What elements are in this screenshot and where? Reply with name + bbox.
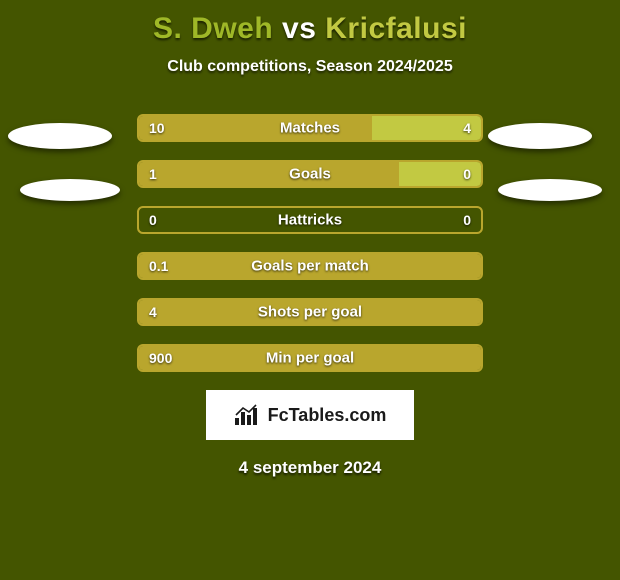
stat-row: 0 Hattricks 0	[137, 206, 483, 234]
player1-avatar-placeholder	[8, 123, 112, 149]
stat-value-left: 1	[149, 166, 157, 182]
stat-value-left: 0.1	[149, 258, 168, 274]
stat-label: Shots per goal	[258, 304, 362, 321]
fctables-icon	[234, 404, 262, 426]
player2-name: Kricfalusi	[325, 12, 467, 45]
stat-label: Goals	[289, 166, 331, 183]
player1-name: S. Dweh	[153, 12, 273, 45]
stat-value-right: 4	[463, 120, 471, 136]
bar-left	[139, 162, 399, 186]
player2-avatar-placeholder	[488, 123, 592, 149]
stat-row: 900 Min per goal	[137, 344, 483, 372]
stat-row: 0.1 Goals per match	[137, 252, 483, 280]
stat-label: Hattricks	[278, 212, 342, 229]
stat-value-left: 10	[149, 120, 165, 136]
stat-row: 10 Matches 4	[137, 114, 483, 142]
logo-text: FcTables.com	[268, 405, 387, 426]
subtitle: Club competitions, Season 2024/2025	[0, 58, 620, 76]
stat-row: 4 Shots per goal	[137, 298, 483, 326]
stat-value-right: 0	[463, 212, 471, 228]
stat-value-left: 900	[149, 350, 172, 366]
logo-box: FcTables.com	[206, 390, 414, 440]
title-vs: vs	[282, 12, 316, 45]
stat-value-right: 0	[463, 166, 471, 182]
page-title: S. Dweh vs Kricfalusi	[0, 0, 620, 46]
comparison-infographic: S. Dweh vs Kricfalusi Club competitions,…	[0, 0, 620, 580]
stat-row: 1 Goals 0	[137, 160, 483, 188]
stat-value-left: 0	[149, 212, 157, 228]
chart-area: 10 Matches 4 1 Goals 0 0 Hattricks 0 0.1 Goals per…	[0, 114, 620, 372]
player1-avatar-placeholder	[20, 179, 120, 201]
stat-value-left: 4	[149, 304, 157, 320]
date-label: 4 september 2024	[0, 458, 620, 478]
stat-label: Matches	[280, 120, 340, 137]
stat-rows: 10 Matches 4 1 Goals 0 0 Hattricks 0 0.1 Goals per…	[137, 114, 483, 372]
stat-label: Goals per match	[251, 258, 369, 275]
stat-label: Min per goal	[266, 350, 354, 367]
player2-avatar-placeholder	[498, 179, 602, 201]
